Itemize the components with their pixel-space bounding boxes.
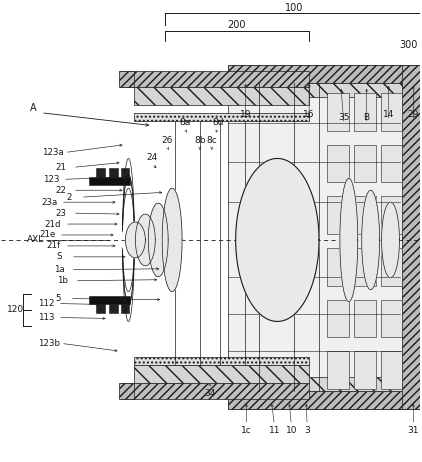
Text: 8d: 8d [212,118,224,127]
Text: 26: 26 [162,136,173,145]
Bar [121,71,309,87]
Text: 8c: 8c [206,136,217,145]
Circle shape [252,232,263,244]
Bar [134,357,309,365]
Bar [327,299,349,337]
Polygon shape [135,214,155,266]
Text: 23a: 23a [41,198,57,207]
Polygon shape [162,188,182,292]
Text: 34: 34 [204,389,216,397]
Text: 14: 14 [383,110,394,119]
Text: 120: 120 [7,305,24,314]
Bar [354,248,376,286]
Polygon shape [148,203,168,277]
Text: 22: 22 [55,186,66,195]
Bar [89,296,130,304]
Bar [228,391,420,409]
Bar [228,377,420,391]
Text: 2: 2 [66,193,72,202]
Bar [354,196,376,234]
Text: 1a: 1a [54,265,64,274]
Bar [121,168,130,177]
Text: 8a: 8a [179,118,191,127]
Bar [381,351,403,389]
Text: 24: 24 [147,153,158,162]
Bar [119,383,134,399]
Bar [228,65,420,83]
Bar [108,304,118,312]
Bar [134,87,309,105]
Bar [354,145,376,182]
Text: 21d: 21d [45,219,61,229]
Text: 5: 5 [55,294,61,303]
Bar [381,145,403,182]
Bar [119,71,134,87]
Bar [327,351,349,389]
Text: 300: 300 [399,40,417,50]
Bar [327,145,349,182]
Text: 112: 112 [38,299,54,308]
Text: 113: 113 [38,313,54,322]
Bar [403,65,420,409]
Bar [381,93,403,131]
Text: 19: 19 [240,110,252,119]
Bar [354,93,376,131]
Polygon shape [381,202,400,278]
Text: 10: 10 [286,426,297,435]
Text: 21e: 21e [39,231,55,239]
Text: 31: 31 [408,426,419,435]
Text: 11: 11 [269,426,280,435]
Bar [327,196,349,234]
Text: 21f: 21f [46,242,60,250]
Bar [354,351,376,389]
Bar [228,65,420,409]
Polygon shape [340,178,358,302]
Bar [327,248,349,286]
Text: 23: 23 [55,209,66,218]
Text: 35: 35 [338,113,349,122]
Bar [134,113,309,121]
Bar [96,304,105,312]
Text: 8b: 8b [194,136,206,145]
Bar [121,383,309,399]
Text: 3: 3 [304,426,310,435]
Text: S: S [56,252,62,261]
Bar [354,299,376,337]
Text: 16: 16 [303,110,315,119]
Bar [327,93,349,131]
Text: 100: 100 [285,3,303,13]
Bar [121,304,130,312]
Text: 29: 29 [408,110,419,119]
Polygon shape [125,222,145,258]
Bar [381,299,403,337]
Bar [96,168,105,177]
Bar [381,196,403,234]
Text: 21: 21 [55,163,66,172]
Text: 200: 200 [227,20,246,30]
Bar [108,168,118,177]
Text: 123b: 123b [38,339,60,348]
Bar [228,83,420,97]
Text: AXL: AXL [27,236,44,244]
Text: 123a: 123a [42,148,64,157]
Text: 123: 123 [43,175,59,184]
Text: 1c: 1c [241,426,252,435]
Bar [134,365,309,383]
Text: 1b: 1b [57,276,68,285]
Bar [381,248,403,286]
Text: A: A [30,103,36,113]
Bar [89,177,130,185]
Polygon shape [235,158,319,322]
Text: B: B [364,113,370,122]
Polygon shape [362,190,379,290]
